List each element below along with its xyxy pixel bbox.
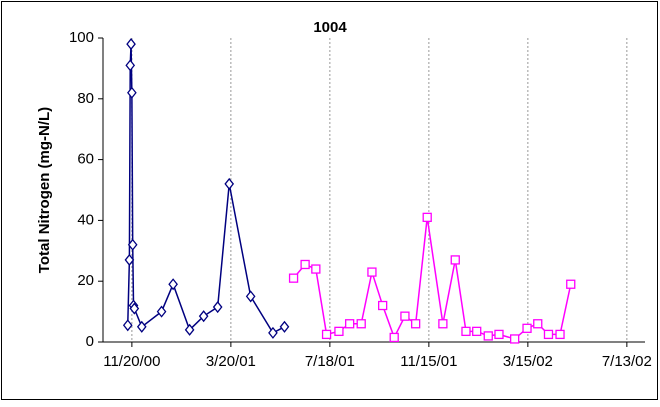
diamond-marker (268, 326, 278, 339)
diamond-marker (122, 319, 133, 332)
square-marker (288, 273, 299, 283)
x-tick-label: 7/13/02 (602, 353, 652, 370)
diamond-marker (212, 300, 223, 314)
square-marker (411, 319, 421, 329)
square-marker (400, 311, 410, 321)
square-marker (522, 323, 532, 333)
x-tick-label: 3/20/01 (206, 353, 256, 370)
diamond-marker (245, 290, 256, 303)
diamond-marker (184, 323, 195, 336)
square-marker (461, 326, 471, 337)
diamond-marker (168, 278, 178, 291)
diamond-marker (127, 238, 138, 251)
square-marker (378, 300, 388, 311)
x-tick-label: 3/15/02 (503, 353, 553, 370)
x-tick-label: 11/15/01 (400, 353, 457, 370)
square-marker (533, 319, 543, 329)
square-marker (566, 279, 576, 289)
diamond-marker (125, 59, 136, 72)
y-tick-label: 60 (77, 151, 94, 168)
y-tick-label: 80 (77, 90, 94, 107)
square-marker (334, 326, 344, 337)
square-marker (356, 319, 366, 329)
diamond-marker (124, 253, 135, 266)
chart-title: 1004 (313, 19, 347, 36)
diamond-marker (127, 86, 137, 99)
square-marker (389, 332, 399, 343)
square-marker (472, 326, 482, 337)
square-marker (555, 329, 565, 340)
diamond-marker (224, 177, 235, 190)
diamond-marker (279, 320, 290, 333)
y-tick-label: 20 (77, 272, 94, 289)
square-marker (494, 329, 504, 340)
square-marker (510, 334, 520, 344)
x-tick-label: 7/18/01 (305, 353, 355, 370)
diamond-marker (198, 310, 209, 323)
square-marker (450, 255, 460, 265)
square-marker (311, 264, 321, 274)
square-marker (543, 329, 554, 340)
diamond-marker (136, 320, 147, 333)
square-marker (483, 331, 493, 341)
square-marker (367, 267, 377, 277)
y-axis-label: Total Nitrogen (mg-N/L) (36, 107, 53, 273)
diamond-marker (156, 305, 167, 318)
x-tick-label: 11/20/00 (103, 353, 160, 370)
square-marker (321, 329, 332, 340)
y-tick-label: 0 (86, 333, 94, 350)
y-tick-label: 100 (69, 29, 94, 46)
square-marker (300, 259, 310, 270)
y-tick-label: 40 (77, 211, 94, 228)
square-marker (438, 319, 448, 329)
square-marker (422, 212, 432, 223)
diamond-marker (126, 38, 136, 51)
diamond-marker (129, 302, 140, 315)
square-marker (345, 319, 355, 329)
